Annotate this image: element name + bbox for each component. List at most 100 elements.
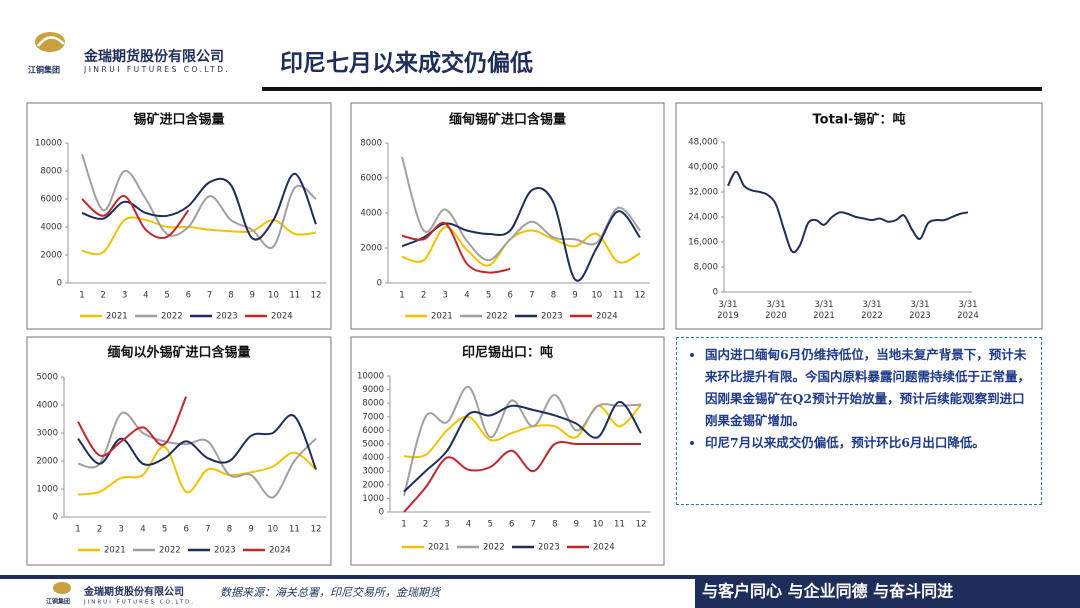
series-line (77, 445, 317, 496)
x-tick-label: 5 (487, 520, 492, 530)
y-tick-label: 0 (377, 279, 382, 289)
legend-label: 2023 (538, 543, 560, 553)
chart-title: 印尼锡出口：吨 (462, 345, 553, 361)
chart-title: Total-锡矿：吨 (813, 112, 906, 128)
x-tick-label: 10 (267, 525, 278, 535)
y-tick-label: 6000 (40, 195, 62, 205)
x-tick-label: 3/31 2022 (861, 300, 883, 321)
x-tick-label: 3 (443, 291, 448, 301)
x-tick-label: 3/31 2024 (957, 300, 979, 321)
x-tick-label: 4 (466, 520, 471, 530)
data-source: 数据来源：海关总署，印尼交易所，金瑞期货 (220, 586, 442, 599)
x-tick-label: 8 (552, 520, 557, 530)
series-line (77, 411, 317, 499)
y-tick-label: 0 (57, 279, 62, 289)
legend-label: 2022 (483, 543, 505, 553)
chart-title: 锡矿进口含锡量 (133, 112, 224, 128)
series-line (81, 153, 317, 250)
footer-rule (0, 575, 1080, 579)
x-tick-label: 3/31 2020 (765, 300, 787, 321)
x-tick-label: 11 (289, 525, 300, 535)
x-tick-label: 1 (401, 520, 406, 530)
company-name: 金瑞期货股份有限公司 (83, 48, 224, 65)
y-tick-label: 6000 (362, 426, 384, 436)
logo-icon-swoosh (37, 36, 65, 47)
y-tick-label: 6000 (360, 174, 382, 184)
legend-label: 2021 (428, 543, 450, 553)
legend-label: 2024 (596, 312, 618, 322)
x-tick-label: 12 (311, 525, 322, 535)
x-tick-label: 12 (635, 291, 646, 301)
y-tick-label: 40,000 (688, 163, 718, 173)
x-tick-label: 11 (614, 520, 625, 530)
y-tick-label: 10000 (357, 372, 384, 382)
legend-label: 2024 (269, 546, 291, 556)
x-tick-label: 3/31 2019 (717, 300, 739, 321)
series-line (403, 400, 642, 493)
series-line (403, 441, 641, 513)
x-tick-label: 3 (119, 525, 124, 535)
x-tick-label: 7 (531, 520, 536, 530)
y-tick-label: 32,000 (688, 188, 718, 198)
x-tick-label: 2 (423, 520, 428, 530)
legend-label: 2023 (216, 312, 238, 322)
y-tick-label: 0 (379, 508, 384, 518)
x-tick-label: 7 (205, 525, 210, 535)
x-tick-label: 1 (399, 291, 404, 301)
y-tick-label: 8000 (362, 399, 384, 409)
group-name: 江铜集团 (28, 65, 60, 75)
y-tick-label: 8,000 (694, 263, 718, 273)
y-tick-label: 10000 (35, 139, 62, 149)
legend-label: 2023 (214, 546, 236, 556)
y-tick-label: 24,000 (688, 213, 718, 223)
legend-label: 2022 (486, 312, 508, 322)
x-tick-label: 3 (122, 291, 127, 301)
y-tick-label: 5000 (36, 373, 58, 383)
x-tick-label: 7 (529, 291, 534, 301)
series-line (77, 414, 317, 470)
y-tick-label: 0 (53, 513, 58, 523)
legend-label: 2023 (541, 312, 563, 322)
series-line (401, 225, 641, 267)
slogan: 与客户同心 与企业同德 与奋斗同进 (702, 582, 953, 601)
y-tick-label: 4000 (36, 401, 58, 411)
x-tick-label: 6 (183, 525, 188, 535)
series-line (401, 221, 511, 274)
y-tick-label: 3000 (362, 467, 384, 477)
x-tick-label: 10 (268, 291, 279, 301)
series-line (81, 172, 317, 241)
x-tick-label: 6 (507, 291, 512, 301)
x-tick-label: 1 (75, 525, 80, 535)
series-line (77, 396, 188, 457)
x-tick-label: 9 (248, 525, 253, 535)
slide-title: 印尼七月以来成交仍偏低 (280, 50, 533, 77)
footer-group: 江铜集团 (46, 598, 70, 606)
y-tick-label: 2000 (362, 480, 384, 490)
x-tick-label: 2 (421, 291, 426, 301)
y-tick-label: 7000 (362, 412, 384, 422)
y-tick-label: 1000 (36, 485, 58, 495)
series-line (81, 195, 190, 240)
footer-company: 金瑞期货股份有限公司 (83, 585, 184, 598)
footer-company-en: JINRUI FUTURES CO.LTD. (83, 600, 195, 606)
series-line (81, 216, 317, 256)
x-tick-label: 3 (444, 520, 449, 530)
x-tick-label: 9 (574, 520, 579, 530)
y-tick-label: 8000 (40, 167, 62, 177)
y-tick-label: 2000 (40, 251, 62, 261)
x-tick-label: 8 (551, 291, 556, 301)
x-tick-label: 9 (572, 291, 577, 301)
x-tick-label: 1 (79, 291, 84, 301)
y-tick-label: 4000 (360, 209, 382, 219)
chart-title: 缅甸以外锡矿进口含锡量 (107, 345, 250, 361)
x-tick-label: 8 (227, 525, 232, 535)
y-tick-label: 2000 (360, 244, 382, 254)
legend-label: 2021 (431, 312, 453, 322)
footer-band (695, 575, 1080, 608)
y-tick-label: 0 (713, 288, 718, 298)
y-tick-label: 2000 (36, 457, 58, 467)
x-tick-label: 5 (162, 525, 167, 535)
notes-box: 国内进口缅甸6月仍维持低位，当地未复产背景下，预计未来环比提升有限。今国内原料暴… (676, 337, 1042, 505)
x-tick-label: 4 (464, 291, 469, 301)
